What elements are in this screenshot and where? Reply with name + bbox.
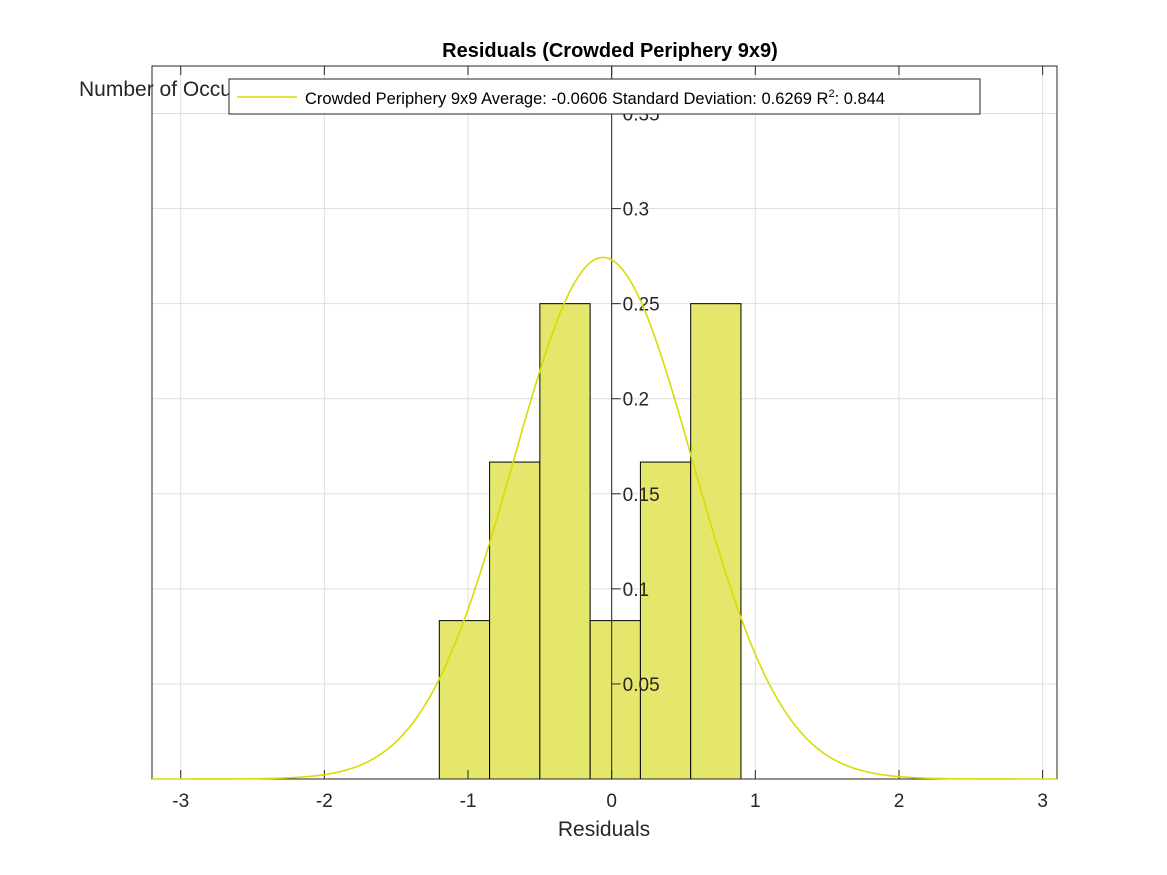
y-tick-label: 0.25 <box>623 295 660 316</box>
legend-entry: Crowded Periphery 9x9 Average: -0.0606 S… <box>305 88 885 108</box>
legend-box <box>228 78 981 115</box>
x-axis-label: Residuals <box>558 818 650 841</box>
y-tick-label: 0.3 <box>623 200 649 221</box>
histogram-bar <box>539 303 591 780</box>
x-ticks: -3 -2 -1 0 1 2 3 <box>172 66 1048 812</box>
x-tick-label: -2 <box>316 791 333 812</box>
x-tick-label: 0 <box>606 791 617 812</box>
legend-entry-suffix: : 0.844 <box>835 90 885 108</box>
y-tick-label: 0.1 <box>623 580 649 601</box>
legend-entry-name: Crowded Periphery 9x9 Average: -0.0606 S… <box>305 90 829 108</box>
axes-box <box>151 65 1058 780</box>
x-tick-label: 2 <box>894 791 905 812</box>
histogram-bar <box>489 461 541 780</box>
y-tick-label: 0.15 <box>623 485 660 506</box>
histogram-bars <box>438 303 742 780</box>
legend-entry-superscript: 2 <box>828 88 834 100</box>
x-tick-label: -1 <box>460 791 477 812</box>
chart-title: Residuals (Crowded Periphery 9x9) <box>442 40 778 62</box>
histogram-bar <box>639 461 692 780</box>
histogram-bar <box>589 620 641 780</box>
legend: Crowded Periphery 9x9 Average: -0.0606 S… <box>228 78 981 115</box>
fit-curve <box>152 256 1057 780</box>
x-tick-label: 1 <box>750 791 761 812</box>
x-tick-label: -3 <box>172 791 189 812</box>
x-tick-label: 3 <box>1037 791 1048 812</box>
y-tick-label: 0.2 <box>623 390 649 411</box>
y-ticks: 0.050.10.150.20.250.30.35 <box>611 105 660 696</box>
histogram-bar <box>438 620 491 780</box>
y-tick-label: 0.05 <box>623 675 660 696</box>
